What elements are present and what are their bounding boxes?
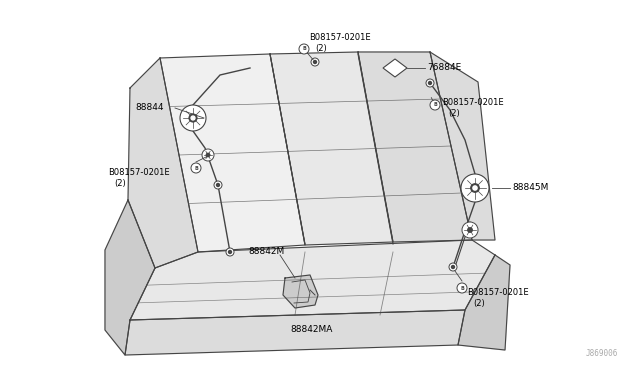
Circle shape <box>471 184 479 192</box>
Text: (2): (2) <box>114 179 125 188</box>
Circle shape <box>457 283 467 293</box>
Circle shape <box>468 228 472 232</box>
Circle shape <box>451 266 454 269</box>
Polygon shape <box>160 54 305 252</box>
Text: B08157-0201E: B08157-0201E <box>309 33 371 42</box>
Polygon shape <box>125 310 465 355</box>
Polygon shape <box>270 52 393 245</box>
Text: B: B <box>194 166 198 170</box>
Circle shape <box>216 183 220 186</box>
Polygon shape <box>128 58 198 268</box>
Polygon shape <box>383 59 407 77</box>
Circle shape <box>299 44 309 54</box>
Text: B08157-0201E: B08157-0201E <box>108 168 170 177</box>
Circle shape <box>189 114 197 122</box>
Circle shape <box>430 100 440 110</box>
Circle shape <box>473 186 477 190</box>
Text: (2): (2) <box>315 44 327 53</box>
Polygon shape <box>105 200 155 355</box>
Polygon shape <box>458 255 510 350</box>
Text: 88842M: 88842M <box>248 247 284 257</box>
Text: 76884E: 76884E <box>427 64 461 73</box>
Circle shape <box>202 149 214 161</box>
Text: 88844: 88844 <box>135 103 163 112</box>
Circle shape <box>461 174 489 202</box>
Circle shape <box>226 248 234 256</box>
Circle shape <box>314 61 317 64</box>
Polygon shape <box>430 52 495 240</box>
Text: B: B <box>433 103 437 108</box>
Polygon shape <box>130 240 495 320</box>
Circle shape <box>206 153 210 157</box>
Circle shape <box>191 163 201 173</box>
Circle shape <box>180 105 206 131</box>
Text: (2): (2) <box>473 299 484 308</box>
Circle shape <box>214 181 222 189</box>
Circle shape <box>429 81 431 84</box>
Text: 88845M: 88845M <box>512 183 548 192</box>
Circle shape <box>311 58 319 66</box>
Text: B08157-0201E: B08157-0201E <box>467 288 529 297</box>
Text: J869006: J869006 <box>586 349 618 358</box>
Text: 88842MA: 88842MA <box>290 326 332 334</box>
Text: B: B <box>460 285 464 291</box>
Polygon shape <box>283 275 318 308</box>
Circle shape <box>462 222 478 238</box>
Circle shape <box>228 250 232 253</box>
Polygon shape <box>358 52 472 242</box>
Circle shape <box>449 263 457 271</box>
Circle shape <box>426 79 434 87</box>
Circle shape <box>191 116 195 120</box>
Text: (2): (2) <box>448 109 460 118</box>
Text: B08157-0201E: B08157-0201E <box>442 98 504 107</box>
Text: B: B <box>302 46 306 51</box>
